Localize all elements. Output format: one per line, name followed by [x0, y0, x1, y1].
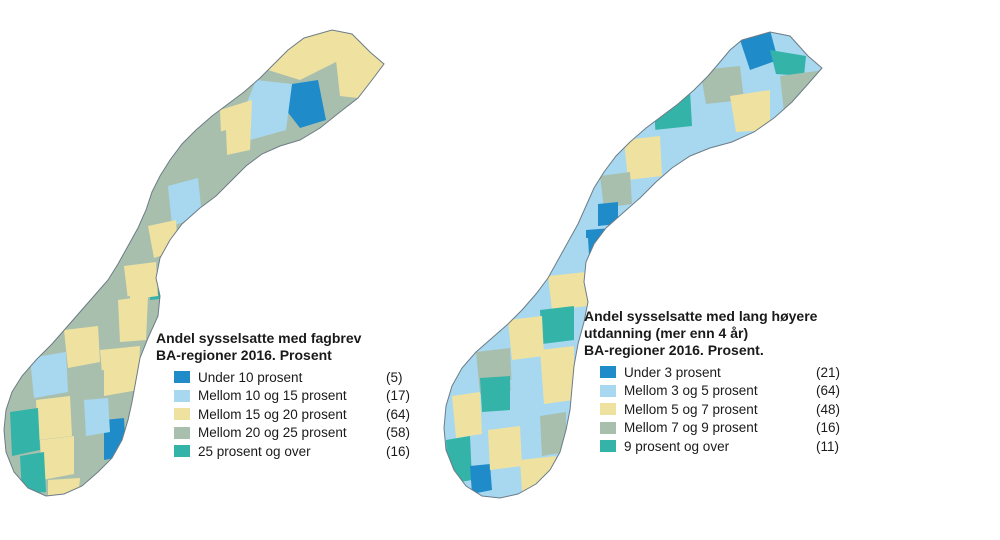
- region: [74, 438, 104, 480]
- legend-item: 9 prosent og over (11): [584, 437, 846, 456]
- region: [64, 326, 100, 368]
- legend-label: Mellom 7 og 9 prosent: [624, 420, 758, 436]
- region: [40, 436, 74, 480]
- region: [510, 376, 542, 424]
- legend-item: Mellom 7 og 9 prosent (16): [584, 419, 846, 438]
- legend-item: Mellom 5 og 7 prosent (48): [584, 400, 846, 419]
- legend-count: (64): [816, 383, 841, 399]
- legend-item: Under 3 prosent (21): [584, 363, 846, 382]
- legend-label: Mellom 10 og 15 prosent: [198, 388, 347, 404]
- legend-title: Andel sysselsatte med lang høyere utdann…: [584, 308, 846, 359]
- legend-count: (5): [386, 369, 403, 385]
- legend-swatch: [600, 384, 616, 397]
- legend-item: Mellom 10 og 15 prosent (17): [156, 387, 416, 406]
- region: [10, 408, 40, 456]
- legend-item: Mellom 20 og 25 prosent (58): [156, 424, 416, 443]
- legend-label: Mellom 20 og 25 prosent: [198, 425, 347, 441]
- legend-count: (21): [816, 364, 841, 380]
- region: [586, 228, 612, 304]
- legend-label: Mellom 15 og 20 prosent: [198, 406, 347, 422]
- legend-hoyere-utdanning: Andel sysselsatte med lang høyere utdann…: [584, 308, 846, 456]
- region: [508, 316, 544, 360]
- legend-swatch: [174, 371, 190, 384]
- region: [740, 32, 778, 70]
- region: [650, 90, 692, 130]
- legend-count: (64): [386, 406, 411, 422]
- legend-label: Mellom 3 og 5 prosent: [624, 383, 758, 399]
- region: [598, 202, 618, 226]
- region: [100, 346, 140, 396]
- legend-item: Mellom 15 og 20 prosent (64): [156, 405, 416, 424]
- region: [220, 100, 252, 156]
- legend-count: (17): [386, 388, 411, 404]
- legend-swatch: [174, 408, 190, 421]
- region: [520, 456, 556, 492]
- region: [36, 396, 72, 440]
- region: [488, 426, 522, 470]
- region: [700, 66, 744, 104]
- legend-item: 25 prosent og over (16): [156, 442, 416, 461]
- legend-swatch: [600, 421, 616, 434]
- legend-swatch: [174, 445, 190, 458]
- legend-count: (16): [386, 443, 411, 459]
- legend-count: (58): [386, 425, 411, 441]
- region: [30, 352, 68, 398]
- region: [480, 376, 510, 412]
- region: [452, 392, 482, 438]
- legend-title-line: Andel sysselsatte med lang høyere: [584, 308, 818, 324]
- region: [560, 238, 590, 276]
- legend-swatch: [600, 366, 616, 379]
- legend-title: Andel sysselsatte med fagbrev BA-regione…: [156, 330, 416, 364]
- legend-swatch: [600, 403, 616, 416]
- region: [540, 412, 566, 456]
- region: [470, 464, 492, 494]
- legend-count: (16): [816, 420, 841, 436]
- legend-title-line: Andel sysselsatte med fagbrev: [156, 330, 362, 346]
- legend-label: 9 prosent og over: [624, 438, 730, 454]
- legend-item: Under 10 prosent (5): [156, 368, 416, 387]
- region: [540, 346, 574, 404]
- legend-title-line: BA-regioner 2016. Prosent.: [584, 342, 764, 358]
- region: [168, 178, 202, 226]
- legend-title-line: BA-regioner 2016. Prosent: [156, 347, 332, 363]
- region: [84, 398, 110, 436]
- legend-swatch: [174, 389, 190, 402]
- region: [124, 262, 158, 300]
- region: [286, 80, 326, 128]
- legend-count: (11): [816, 438, 840, 454]
- region: [244, 80, 292, 140]
- legend-swatch: [174, 426, 190, 439]
- region: [548, 272, 588, 310]
- region: [624, 136, 662, 180]
- legend-item: Mellom 3 og 5 prosent (64): [584, 382, 846, 401]
- region: [190, 130, 228, 186]
- legend-swatch: [600, 440, 616, 453]
- region: [600, 172, 632, 208]
- legend-count: (48): [816, 401, 841, 417]
- region: [20, 452, 46, 494]
- legend-label: Mellom 5 og 7 prosent: [624, 401, 758, 417]
- region: [730, 90, 770, 132]
- region: [118, 296, 148, 342]
- legend-label: 25 prosent og over: [198, 443, 311, 459]
- region: [770, 50, 806, 76]
- legend-label: Under 3 prosent: [624, 364, 721, 380]
- legend-label: Under 10 prosent: [198, 369, 303, 385]
- legend-fagbrev: Andel sysselsatte med fagbrev BA-regione…: [156, 330, 416, 461]
- legend-title-line: utdanning (mer enn 4 år): [584, 325, 749, 341]
- region: [540, 306, 574, 344]
